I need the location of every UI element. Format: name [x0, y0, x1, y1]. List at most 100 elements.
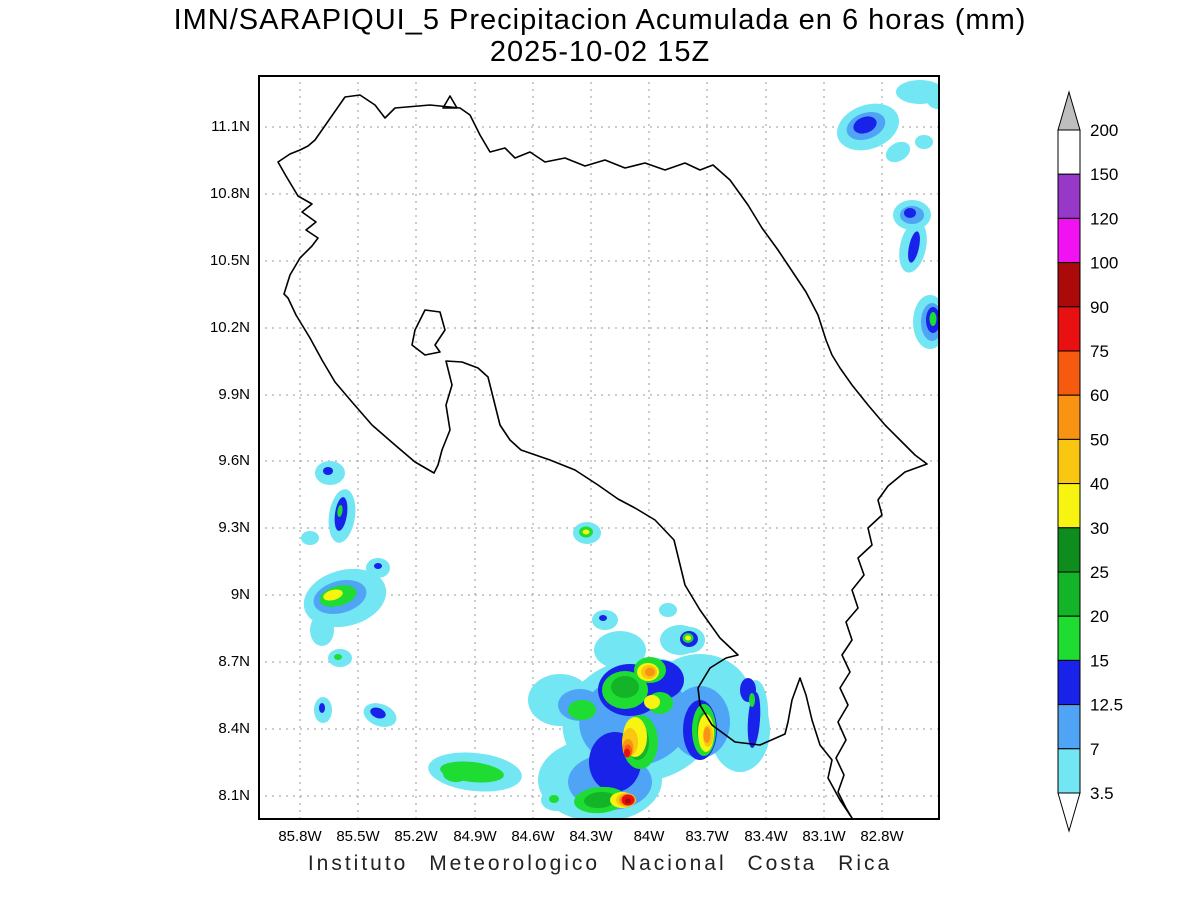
colorbar-label: 30: [1090, 519, 1109, 538]
precip-cell: [703, 727, 711, 743]
colorbar-label: 50: [1090, 430, 1109, 449]
precip-cell: [310, 614, 334, 646]
precip-cell: [323, 589, 343, 601]
plot-datetime: 2025-10-02 15Z: [489, 36, 711, 68]
y-tick-label: 8.1N: [218, 787, 250, 804]
precip-cell: [323, 467, 333, 475]
precip-cell: [915, 135, 933, 149]
precip-cell: [599, 615, 607, 621]
map-plot-area: [258, 75, 949, 822]
colorbar-bottom-arrow: [1057, 792, 1081, 833]
colorbar-label: 25: [1090, 563, 1109, 582]
x-tick-label: 84.9W: [453, 828, 497, 845]
precip-cell: [904, 208, 916, 218]
x-tick-label: 83.7W: [685, 828, 729, 845]
y-tick-label: 9.3N: [218, 519, 250, 536]
precip-cell: [334, 654, 342, 660]
precip-cell: [319, 703, 325, 713]
colorbar-segment: [1057, 306, 1081, 352]
colorbar-segment: [1057, 527, 1081, 573]
footer-caption: Instituto Meteorologico Nacional Costa R…: [307, 852, 893, 875]
colorbar-segment: [1057, 394, 1081, 440]
precip-cell: [582, 529, 590, 535]
precip-cell: [625, 798, 631, 804]
gulf-island-outline: [411, 309, 446, 356]
colorbar-label: 100: [1090, 254, 1118, 273]
x-tick-label: 84.3W: [569, 828, 613, 845]
colorbar-label: 75: [1090, 342, 1109, 361]
plot-frame: [258, 75, 940, 820]
x-tick-label: 84W: [633, 828, 665, 845]
y-tick-label: 11.1N: [211, 118, 250, 135]
x-tick-label: 85.8W: [278, 828, 322, 845]
colorbar-segment: [1057, 615, 1081, 661]
colorbar-segment: [1057, 659, 1081, 706]
costa-rica-outline: [277, 94, 928, 819]
colorbar-segment: [1057, 438, 1081, 485]
colorbar-segment: [1057, 571, 1081, 617]
coastline-path: [277, 94, 928, 819]
x-tick-label: 85.2W: [394, 828, 438, 845]
precip-cell: [301, 531, 319, 545]
border-triangle-mark: [442, 95, 458, 109]
x-tick-label: 84.6W: [511, 828, 555, 845]
colorbar-segment: [1057, 217, 1081, 264]
colorbar-label: 90: [1090, 298, 1109, 317]
colorbar-segment: [1057, 173, 1081, 219]
colorbar-label: 200: [1090, 121, 1118, 140]
y-tick-label: 10.5N: [209, 252, 250, 269]
colorbar-label: 20: [1090, 607, 1109, 626]
precip-cell: [624, 748, 630, 758]
colorbar-segment: [1057, 262, 1081, 308]
colorbar-label: 3.5: [1090, 784, 1114, 803]
precip-cell: [659, 603, 677, 617]
precip-cell: [908, 231, 920, 263]
colorbar-legend: 200 150 120 100 90 75 60 50 40 30 25 20 15 12.5 7 3.5: [1057, 90, 1123, 833]
precip-cell: [749, 693, 755, 707]
precip-cell: [337, 505, 343, 517]
precip-cell: [568, 700, 596, 720]
y-tick-label: 8.7N: [218, 653, 250, 670]
gridlines: [258, 75, 940, 820]
precip-cell: [584, 791, 616, 809]
precipitation-field: [301, 80, 949, 822]
colorbar-label: 15: [1090, 651, 1109, 670]
colorbar-segment: [1057, 129, 1081, 175]
map-svg: [258, 75, 949, 822]
precip-cell: [443, 767, 467, 783]
colorbar-segment: [1057, 483, 1081, 529]
plot-title: IMN/SARAPIQUI_5 Precipitacion Acumulada …: [173, 4, 1027, 36]
y-tick-label: 9N: [230, 586, 250, 603]
y-tick-label: 9.9N: [218, 386, 250, 403]
precip-cell: [611, 676, 639, 698]
x-tick-label: 83.4W: [744, 828, 788, 845]
precip-cell: [645, 667, 655, 677]
colorbar-label: 40: [1090, 475, 1109, 494]
precip-cell: [370, 707, 386, 719]
precip-cell: [885, 141, 911, 163]
x-tick-label: 85.5W: [336, 828, 380, 845]
precip-cell: [374, 563, 382, 569]
colorbar-label: 12.5: [1090, 696, 1123, 715]
colorbar-top-arrow: [1057, 90, 1081, 131]
colorbar-label: 60: [1090, 386, 1109, 405]
colorbar-label: 150: [1090, 165, 1118, 184]
precip-cell: [685, 635, 691, 641]
precip-cell: [929, 312, 937, 326]
y-tick-label: 8.4N: [218, 720, 250, 737]
colorbar-segment: [1057, 704, 1081, 750]
colorbar-segment: [1057, 748, 1081, 794]
x-tick-label: 82.8W: [860, 828, 904, 845]
y-tick-label: 10.8N: [209, 185, 250, 202]
colorbar-label: 120: [1090, 209, 1118, 228]
x-tick-label: 83.1W: [802, 828, 846, 845]
colorbar-label: 7: [1090, 740, 1099, 759]
precip-cell: [853, 116, 877, 134]
precip-cell: [644, 695, 660, 709]
precip-cell: [594, 631, 646, 669]
y-tick-label: 10.2N: [209, 319, 250, 336]
colorbar-segment: [1057, 350, 1081, 396]
precip-cell: [549, 795, 559, 803]
y-tick-label: 9.6N: [218, 452, 250, 469]
